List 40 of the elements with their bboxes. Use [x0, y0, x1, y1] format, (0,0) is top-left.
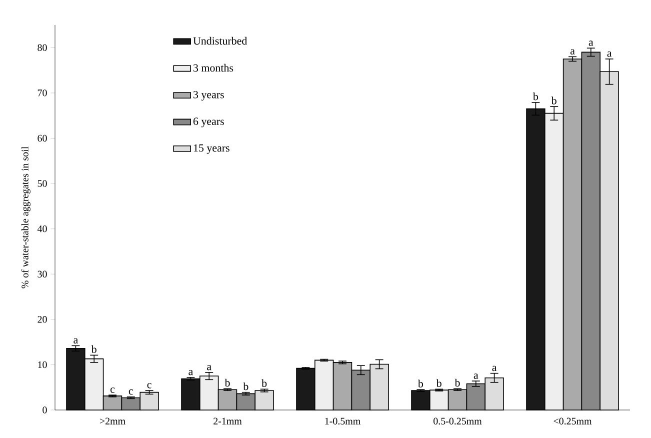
data-label: c — [147, 383, 152, 388]
x-tick-label: 0.5-0.25mm — [434, 418, 482, 425]
data-label: a — [188, 370, 193, 376]
y-tick-label: 10 — [38, 361, 47, 368]
x-tick-label: 2-1mm — [214, 418, 242, 424]
data-label: c — [110, 388, 115, 393]
data-label: b — [418, 380, 424, 388]
y-tick-label: 50 — [38, 180, 47, 187]
y-axis-title: % of water-stable aggregates in soil — [21, 146, 30, 288]
y-tick-label: 80 — [38, 44, 47, 52]
data-label: b — [224, 378, 230, 387]
y-tick-label: 60 — [38, 134, 47, 142]
x-tick-label: 1-0.5mm — [325, 418, 360, 425]
y-tick-label: 0 — [42, 406, 47, 414]
data-label: b — [551, 96, 556, 104]
data-label: a — [474, 374, 478, 379]
x-tick-label: >2mm — [100, 418, 126, 424]
legend-label: 3 years — [194, 90, 224, 101]
data-label: c — [128, 389, 133, 395]
data-label: b — [454, 378, 460, 387]
y-tick-label: 40 — [37, 225, 47, 232]
data-label: b — [262, 379, 267, 387]
data-label: b — [243, 382, 248, 390]
data-label: b — [91, 345, 96, 354]
data-label: b — [436, 379, 442, 387]
y-tick-label: 30 — [38, 270, 47, 278]
x-tick-label: <0.25mm — [554, 418, 592, 425]
data-label: a — [607, 52, 612, 57]
legend-label: 3 months — [194, 64, 234, 72]
data-label: a — [492, 366, 497, 372]
y-tick-label: 70 — [38, 90, 47, 96]
data-label: a — [570, 49, 575, 55]
data-label: a — [74, 338, 78, 344]
y-tick-label: 20 — [38, 316, 47, 323]
legend-label: 6 years — [193, 118, 224, 128]
data-label: b — [532, 92, 538, 100]
data-label: a — [207, 364, 212, 370]
data-label: a — [588, 40, 594, 46]
legend-label: 15 years — [194, 144, 230, 154]
legend-label: Undisturbed — [193, 36, 248, 45]
